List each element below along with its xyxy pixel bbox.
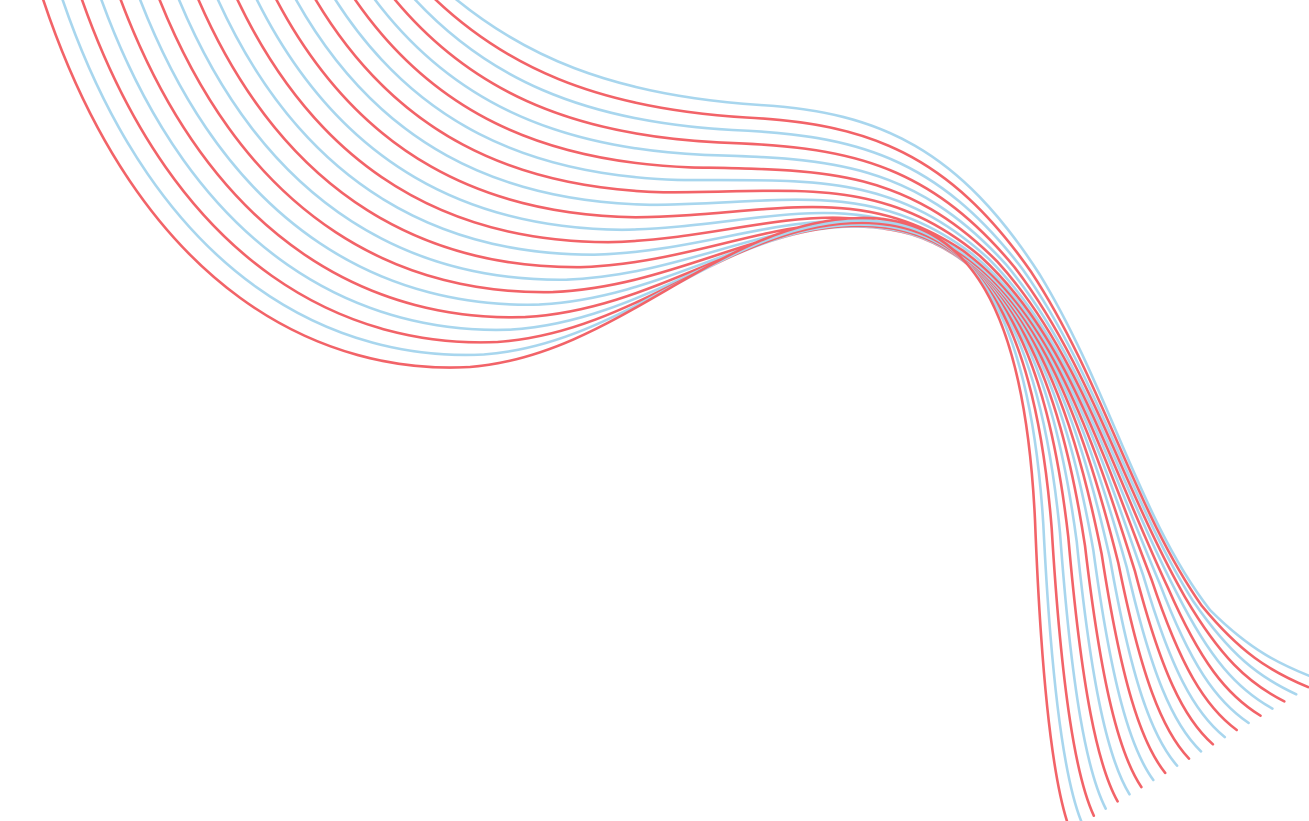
wave-line [353,0,1262,717]
wave-line [80,0,1096,817]
wave-line [393,0,1286,703]
wave-line [413,0,1298,696]
wave-line [158,0,1143,789]
wave-line [177,0,1155,782]
wave-line [275,0,1215,746]
wave-line [100,0,1107,810]
wave-line [314,0,1238,732]
wave-lines-group [42,0,1309,821]
wave-line [373,0,1274,710]
wave-line [61,0,1083,821]
wave-line [454,0,1309,678]
wave-line [119,0,1119,803]
wave-line [434,0,1309,689]
wave-line [42,0,1069,821]
wave-line [138,0,1131,796]
wave-line [294,0,1227,739]
wave-line [255,0,1203,753]
wave-line [334,0,1250,725]
